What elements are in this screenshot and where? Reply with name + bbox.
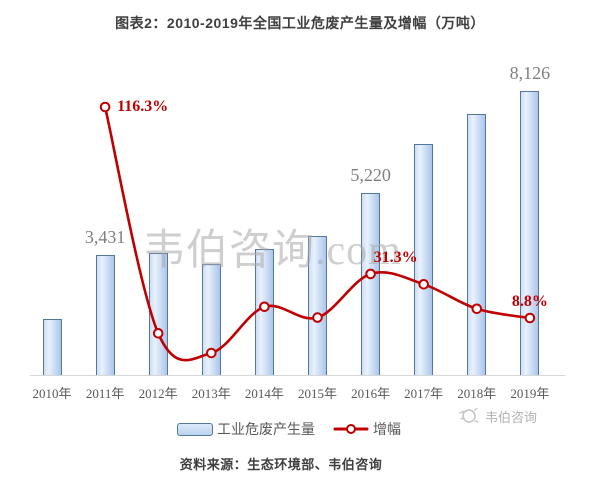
chart-title: 图表2：2010-2019年全国工业危废产生量及增幅（万吨） [115, 15, 485, 31]
x-axis-line [30, 375, 565, 376]
bar-value-label: 3,431 [84, 227, 126, 248]
brand-watermark: 韦伯咨询 [458, 405, 537, 427]
bar [95, 255, 115, 375]
x-axis-label: 2015年 [297, 386, 337, 401]
legend-line-label: 增幅 [373, 423, 401, 438]
center-watermark-text: 韦伯咨询.com [143, 228, 402, 274]
bar-value-label: 8,126 [509, 63, 551, 83]
bar [42, 319, 62, 375]
growth-value-label: 31.3% [373, 248, 418, 266]
x-axis-label: 2013年 [191, 386, 231, 401]
growth-value-label: 116.3% [117, 98, 169, 115]
legend-bar-label: 工业危废产生量 [217, 423, 315, 438]
brand-name: 韦伯咨询 [485, 409, 538, 425]
x-axis-label: 2011年 [85, 386, 125, 401]
bar [520, 91, 540, 375]
x-axis-label: 2012年 [138, 386, 178, 401]
legend-bar-swatch-icon [177, 422, 213, 436]
x-axis-label: 2016年 [351, 386, 391, 401]
x-axis-label: 2010年 [32, 386, 72, 401]
legend-line-swatch-icon [333, 423, 369, 435]
bar-value-label: 5,220 [350, 164, 391, 185]
growth-value-label: 8.8% [511, 293, 548, 310]
x-axis-label: 2019年 [510, 386, 550, 401]
source-note: 资料来源：生态环境部、韦伯咨询 [179, 457, 383, 472]
x-axis-label: 2017年 [404, 386, 444, 401]
bar [467, 113, 487, 375]
x-axis-label: 2014年 [244, 386, 284, 401]
legend: 工业危废产生量 增幅 [0, 419, 600, 439]
x-axis-label: 2018年 [457, 386, 497, 401]
bar [201, 264, 221, 375]
brand-logo-icon [459, 407, 479, 423]
